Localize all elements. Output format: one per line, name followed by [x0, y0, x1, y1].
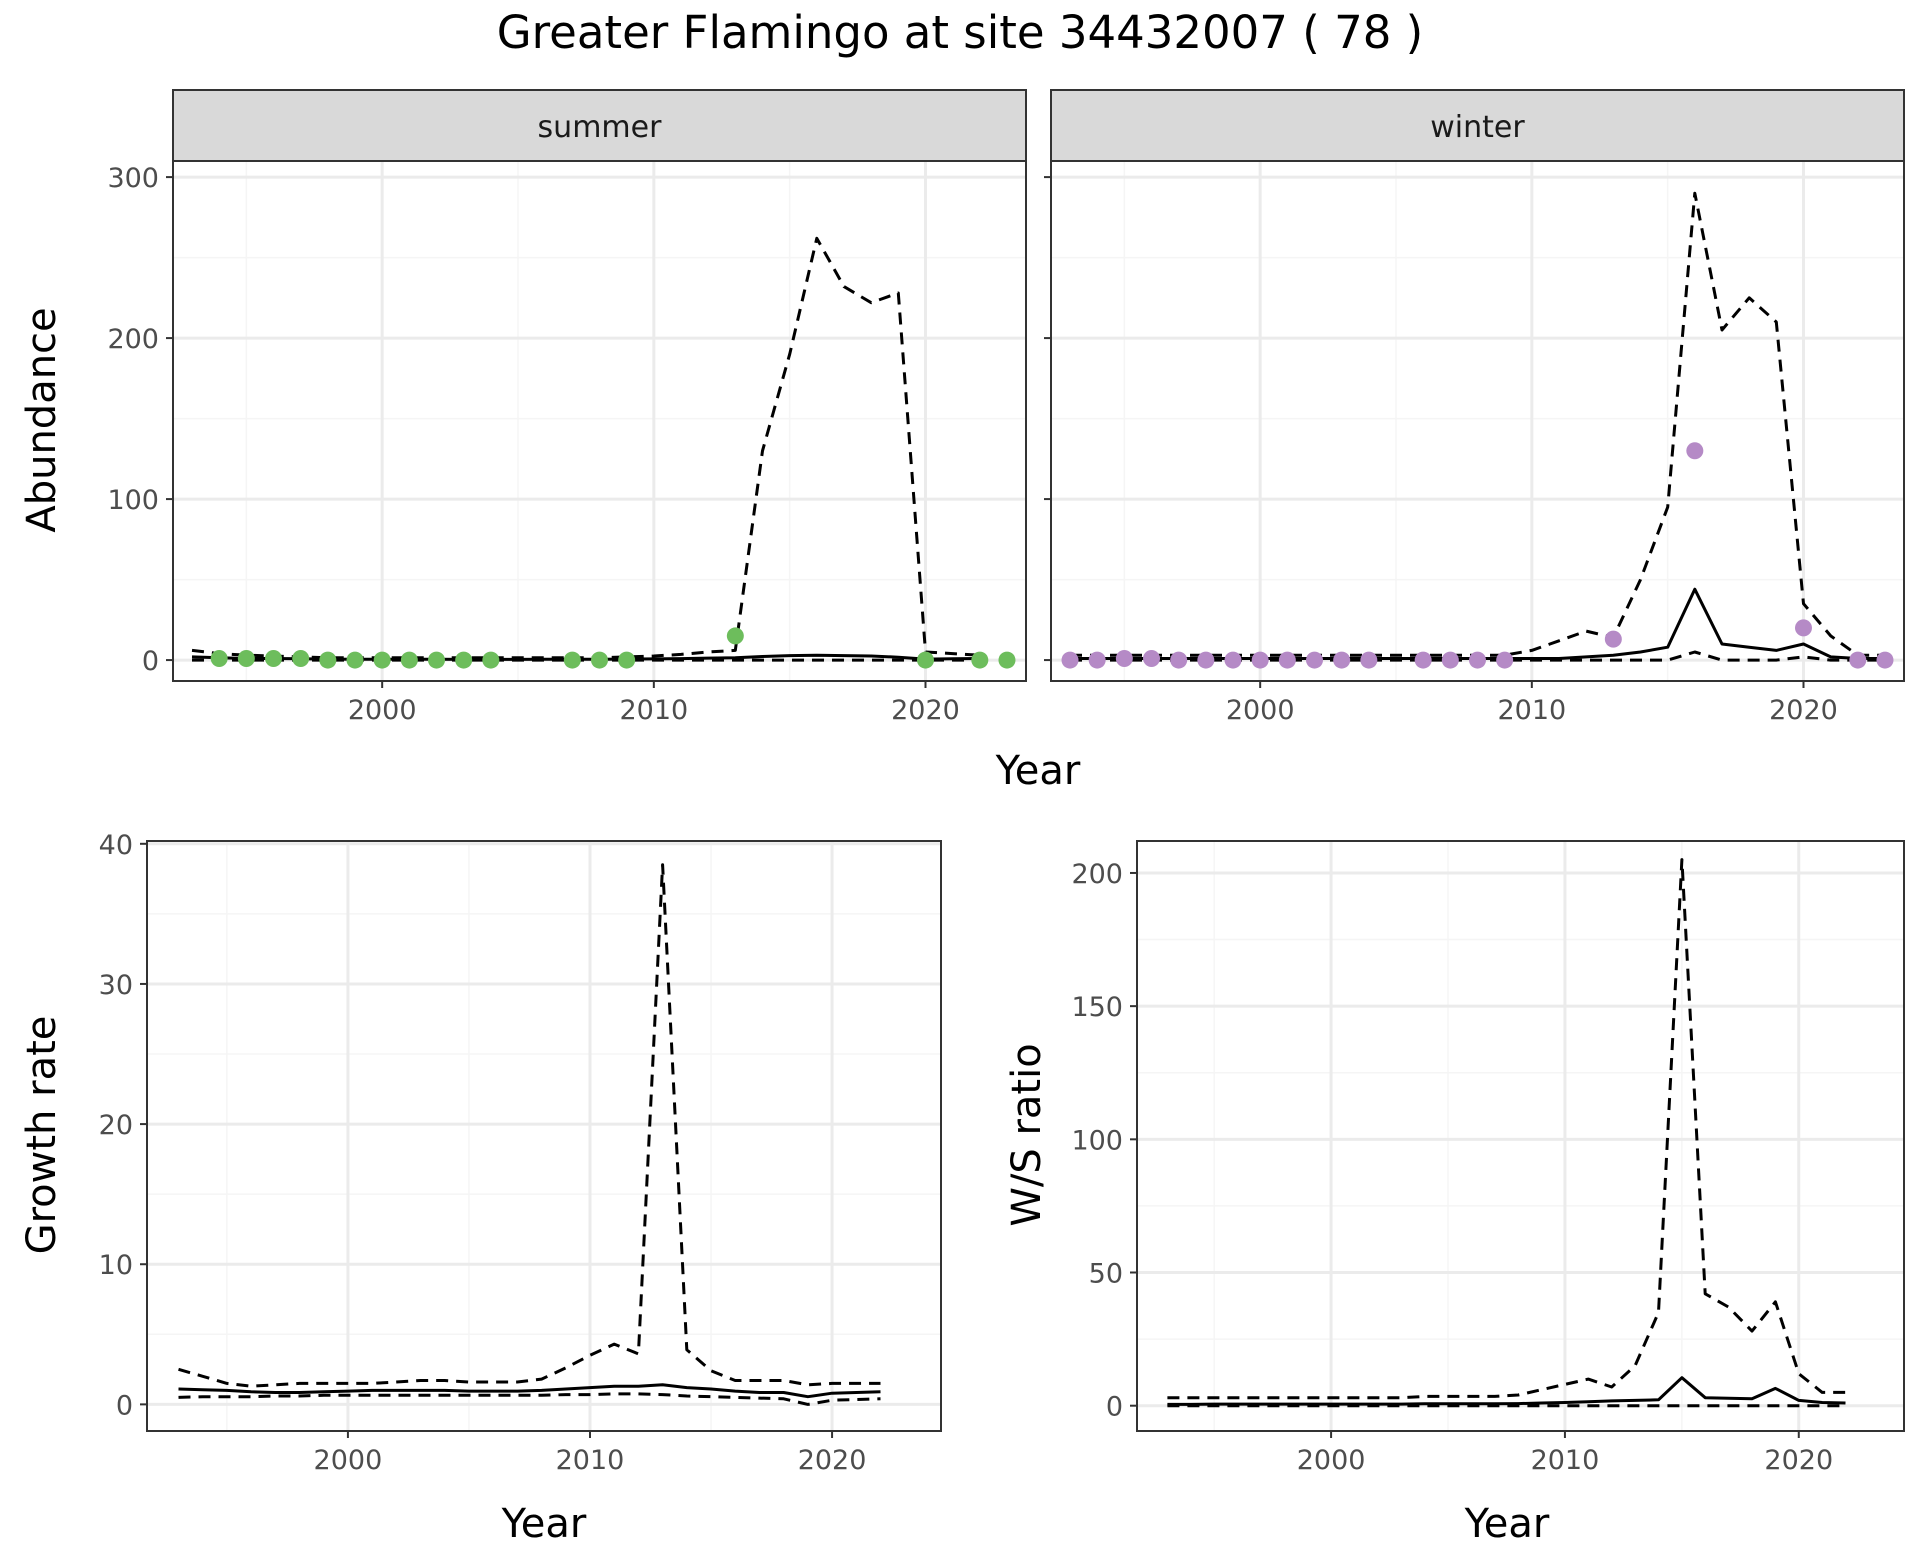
summer-observed-point: [726, 627, 744, 645]
winter-observed-point: [1686, 442, 1704, 460]
growth-x-axis-title: Year: [501, 1501, 587, 1547]
winter-x-tick-label: 2020: [1769, 695, 1838, 726]
summer-y-tick-label: 300: [107, 163, 159, 194]
winter-x-tick-label: 2000: [1226, 695, 1295, 726]
summer-observed-point: [265, 649, 283, 667]
winter-observed-point: [1333, 651, 1351, 669]
winter-observed-point: [1115, 649, 1133, 667]
summer-observed-point: [373, 651, 391, 669]
summer-observed-point: [998, 651, 1016, 669]
growth-y-tick-label: 10: [99, 1250, 133, 1281]
winter-observed-point: [1061, 651, 1079, 669]
winter-observed-point: [1360, 651, 1378, 669]
winter-observed-point: [1170, 651, 1188, 669]
winter-observed-point: [1278, 651, 1296, 669]
ws-ratio-upper-line: [1167, 858, 1846, 1400]
growth-y-tick-label: 20: [99, 1110, 133, 1141]
winter-observed-point: [1849, 651, 1867, 669]
summer-observed-point: [319, 651, 337, 669]
growth-panel-border: [146, 840, 942, 1432]
strip-winter-background: [1050, 89, 1905, 162]
growth-y-tick-label: 0: [116, 1390, 133, 1421]
summer-observed-point: [618, 651, 636, 669]
ws-ratio-x-tick-label: 2000: [1297, 1445, 1366, 1476]
winter-observed-point: [1604, 630, 1622, 648]
winter-observed-point: [1143, 649, 1161, 667]
winter-observed-point: [1088, 651, 1106, 669]
winter-fit-line: [1070, 587, 1885, 660]
top-row-x-axis-title: Year: [995, 748, 1081, 794]
figure-title: Greater Flamingo at site 34432007 ( 78 ): [497, 6, 1423, 59]
ws-ratio-x-tick-label: 2020: [1764, 1445, 1833, 1476]
ws-ratio-y-tick-label: 100: [1071, 1125, 1123, 1156]
summer-y-tick-label: 200: [107, 324, 159, 355]
ws-ratio-y-tick-label: 0: [1106, 1392, 1123, 1423]
ws-ratio-x-tick-label: 2010: [1531, 1445, 1600, 1476]
growth-x-tick-label: 2000: [314, 1445, 383, 1476]
panel-winter: 2000 2010 2020: [1044, 160, 1905, 726]
strip-summer-label: summer: [538, 110, 663, 145]
growth-lower-line: [178, 1392, 881, 1406]
strip-winter: winter: [1050, 89, 1905, 162]
winter-observed-point: [1197, 651, 1215, 669]
summer-observed-point: [916, 651, 934, 669]
growth-x-tick-label: 2020: [798, 1445, 867, 1476]
winter-observed-point: [1794, 619, 1812, 637]
winter-observed-point: [1414, 651, 1432, 669]
winter-observed-point: [1306, 651, 1324, 669]
strip-summer: summer: [172, 89, 1027, 162]
summer-observed-point: [210, 649, 228, 667]
summer-x-tick-label: 2000: [348, 695, 417, 726]
summer-panel-border: [172, 160, 1027, 682]
summer-x-tick-label: 2020: [891, 695, 960, 726]
growth-x-tick-label: 2010: [556, 1445, 625, 1476]
growth-y-tick-label: 30: [99, 970, 133, 1001]
summer-observed-point: [428, 651, 446, 669]
summer-x-tick-label: 2010: [619, 695, 688, 726]
growth-y-axis-title: Growth rate: [19, 1016, 65, 1255]
summer-observed-point: [237, 649, 255, 667]
summer-observed-point: [346, 651, 364, 669]
summer-observed-point: [400, 651, 418, 669]
growth-fit-line: [178, 1383, 881, 1399]
summer-upper-line: [191, 236, 980, 660]
winter-x-tick-label: 2010: [1497, 695, 1566, 726]
ws-ratio-panel-border: [1136, 840, 1905, 1432]
ws-ratio-x-axis-title: Year: [1464, 1501, 1550, 1547]
ws-ratio-y-tick-label: 200: [1071, 859, 1123, 890]
summer-observed-point: [482, 651, 500, 669]
winter-observed-point: [1441, 651, 1459, 669]
winter-observed-point: [1224, 651, 1242, 669]
winter-upper-line: [1070, 191, 1885, 657]
panel-ws-ratio: 2000 2010 2020 0 50 100 150 200: [1071, 840, 1905, 1476]
winter-observed-point: [1251, 651, 1269, 669]
winter-panel-border: [1050, 160, 1905, 682]
summer-observed-point: [591, 651, 608, 669]
panel-growth: 2000 2010 2020 0 10 20 30 40: [99, 830, 942, 1476]
ws-ratio-y-axis-title: W/S ratio: [1004, 1043, 1050, 1226]
top-row-y-axis-title: Abundance: [19, 307, 65, 532]
summer-y-tick-label: 100: [107, 485, 159, 516]
summer-observed-point: [563, 651, 581, 669]
strip-summer-background: [172, 89, 1027, 162]
winter-observed-point: [1496, 651, 1514, 669]
winter-observed-point: [1469, 651, 1486, 669]
summer-observed-point: [455, 651, 473, 669]
summer-observed-point: [971, 651, 989, 669]
ws-ratio-fit-line: [1167, 1376, 1846, 1406]
strip-winter-label: winter: [1430, 110, 1525, 145]
growth-y-tick-label: 40: [99, 830, 133, 861]
summer-y-tick-label: 0: [142, 646, 159, 677]
winter-observed-point: [1876, 651, 1894, 669]
ws-ratio-y-tick-label: 50: [1089, 1259, 1123, 1290]
summer-observed-point: [292, 649, 310, 667]
panel-summer: 2000 2010 2020 0 100 200 300: [107, 160, 1027, 726]
ws-ratio-y-tick-label: 150: [1071, 992, 1123, 1023]
